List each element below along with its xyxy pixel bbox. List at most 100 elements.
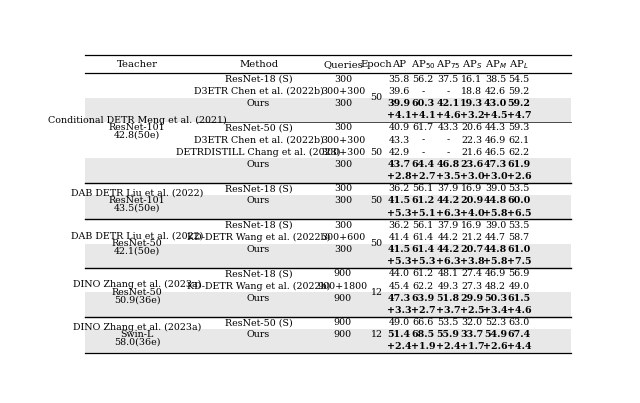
Text: 44.3: 44.3 — [485, 123, 506, 133]
Text: 21.2: 21.2 — [461, 233, 483, 242]
Text: 43.7: 43.7 — [387, 160, 410, 169]
Text: 44.8: 44.8 — [484, 197, 508, 206]
Text: 42.6: 42.6 — [485, 87, 506, 96]
Text: +3.2: +3.2 — [460, 111, 484, 120]
Text: Epoch: Epoch — [361, 60, 392, 69]
Text: +5.8: +5.8 — [483, 257, 508, 266]
Text: 300: 300 — [334, 197, 352, 206]
Text: +5.1: +5.1 — [411, 209, 435, 218]
Text: 54.5: 54.5 — [508, 75, 529, 84]
Text: ResNet-101: ResNet-101 — [109, 197, 165, 206]
Text: 300: 300 — [334, 75, 352, 84]
Text: 41.4: 41.4 — [388, 233, 410, 242]
Text: AP$_{75}$: AP$_{75}$ — [436, 58, 460, 71]
Text: 56.2: 56.2 — [413, 75, 434, 84]
Text: +6.5: +6.5 — [507, 209, 531, 218]
Bar — [85, 170, 571, 183]
Text: 60.3: 60.3 — [412, 99, 435, 108]
Text: ResNet-18 (S): ResNet-18 (S) — [225, 75, 292, 84]
Text: 37.9: 37.9 — [437, 221, 459, 230]
Text: -: - — [447, 136, 450, 145]
Text: Conditional DETR Meng et al. (2021): Conditional DETR Meng et al. (2021) — [47, 116, 227, 125]
Text: 42.9: 42.9 — [388, 148, 410, 157]
Text: +2.6: +2.6 — [507, 172, 531, 181]
Text: 61.0: 61.0 — [508, 245, 531, 254]
Text: Method: Method — [239, 60, 278, 69]
Text: ResNet-50: ResNet-50 — [111, 288, 163, 297]
Text: +5.3: +5.3 — [387, 257, 411, 266]
Text: +6.3: +6.3 — [436, 257, 460, 266]
Text: 40.9: 40.9 — [388, 123, 410, 133]
Text: +4.6: +4.6 — [507, 306, 531, 315]
Text: 61.4: 61.4 — [413, 233, 434, 242]
Text: +5.8: +5.8 — [483, 209, 508, 218]
Bar — [85, 256, 571, 268]
Text: 20.6: 20.6 — [461, 123, 483, 133]
Text: 33.7: 33.7 — [460, 330, 483, 339]
Text: +3.3: +3.3 — [387, 306, 412, 315]
Text: +7.5: +7.5 — [507, 257, 531, 266]
Text: 50: 50 — [371, 148, 383, 157]
Text: 39.6: 39.6 — [388, 87, 410, 96]
Text: 50: 50 — [371, 239, 383, 248]
Text: 38.5: 38.5 — [485, 75, 506, 84]
Text: Queries: Queries — [323, 60, 363, 69]
Text: -: - — [422, 136, 425, 145]
Text: 59.2: 59.2 — [508, 99, 531, 108]
Text: 62.2: 62.2 — [413, 282, 434, 291]
Text: AP$_{S}$: AP$_{S}$ — [461, 58, 482, 71]
Text: 56.1: 56.1 — [413, 184, 434, 193]
Bar — [85, 292, 571, 304]
Text: 54.9: 54.9 — [484, 330, 507, 339]
Text: +4.0: +4.0 — [460, 209, 484, 218]
Text: DINO Zhang et al. (2023a): DINO Zhang et al. (2023a) — [73, 280, 201, 289]
Text: 900: 900 — [334, 318, 352, 327]
Text: 49.0: 49.0 — [388, 318, 410, 327]
Text: 48.1: 48.1 — [438, 270, 458, 278]
Text: ResNet-50 (S): ResNet-50 (S) — [225, 123, 292, 133]
Text: +1.9: +1.9 — [411, 343, 435, 351]
Text: ResNet-18 (S): ResNet-18 (S) — [225, 221, 292, 230]
Text: ResNet-18 (S): ResNet-18 (S) — [225, 270, 292, 278]
Text: 39.0: 39.0 — [485, 184, 506, 193]
Text: +2.7: +2.7 — [411, 306, 436, 315]
Text: 62.2: 62.2 — [508, 148, 529, 157]
Text: 300+300: 300+300 — [321, 136, 365, 145]
Text: AP: AP — [392, 60, 406, 69]
Text: 67.4: 67.4 — [508, 330, 531, 339]
Text: 300+300: 300+300 — [321, 148, 365, 157]
Text: 58.0(36e): 58.0(36e) — [114, 338, 160, 347]
Text: 39.9: 39.9 — [387, 99, 410, 108]
Text: 900: 900 — [334, 270, 352, 278]
Bar — [85, 98, 571, 110]
Text: 49.0: 49.0 — [508, 282, 529, 291]
Text: Ours: Ours — [247, 197, 270, 206]
Text: 44.7: 44.7 — [485, 233, 506, 242]
Text: Ours: Ours — [247, 294, 270, 303]
Text: 46.9: 46.9 — [485, 136, 506, 145]
Text: 300: 300 — [334, 160, 352, 169]
Text: -: - — [447, 148, 450, 157]
Text: 47.3: 47.3 — [387, 294, 410, 303]
Text: D3ETR Chen et al. (2022b): D3ETR Chen et al. (2022b) — [194, 136, 323, 145]
Text: 49.3: 49.3 — [437, 282, 459, 291]
Text: 16.1: 16.1 — [461, 75, 483, 84]
Text: DINO Zhang et al. (2023a): DINO Zhang et al. (2023a) — [73, 323, 201, 332]
Text: 43.5(50e): 43.5(50e) — [114, 204, 160, 213]
Text: +4.1: +4.1 — [387, 111, 412, 120]
Text: ResNet-18 (S): ResNet-18 (S) — [225, 184, 292, 193]
Text: 46.9: 46.9 — [485, 270, 506, 278]
Text: DAB DETR Liu et al. (2022): DAB DETR Liu et al. (2022) — [71, 231, 204, 241]
Text: 16.9: 16.9 — [461, 221, 483, 230]
Text: 18.8: 18.8 — [461, 87, 483, 96]
Text: 900: 900 — [334, 294, 352, 303]
Text: AP$_{50}$: AP$_{50}$ — [411, 58, 435, 71]
Text: Teacher: Teacher — [116, 60, 157, 69]
Text: 66.6: 66.6 — [413, 318, 434, 327]
Text: +6.3: +6.3 — [436, 209, 460, 218]
Text: 42.1: 42.1 — [436, 99, 460, 108]
Bar — [85, 207, 571, 219]
Text: D3ETR Chen et al. (2022b): D3ETR Chen et al. (2022b) — [194, 87, 323, 96]
Text: 64.4: 64.4 — [412, 160, 435, 169]
Text: +3.5: +3.5 — [436, 172, 460, 181]
